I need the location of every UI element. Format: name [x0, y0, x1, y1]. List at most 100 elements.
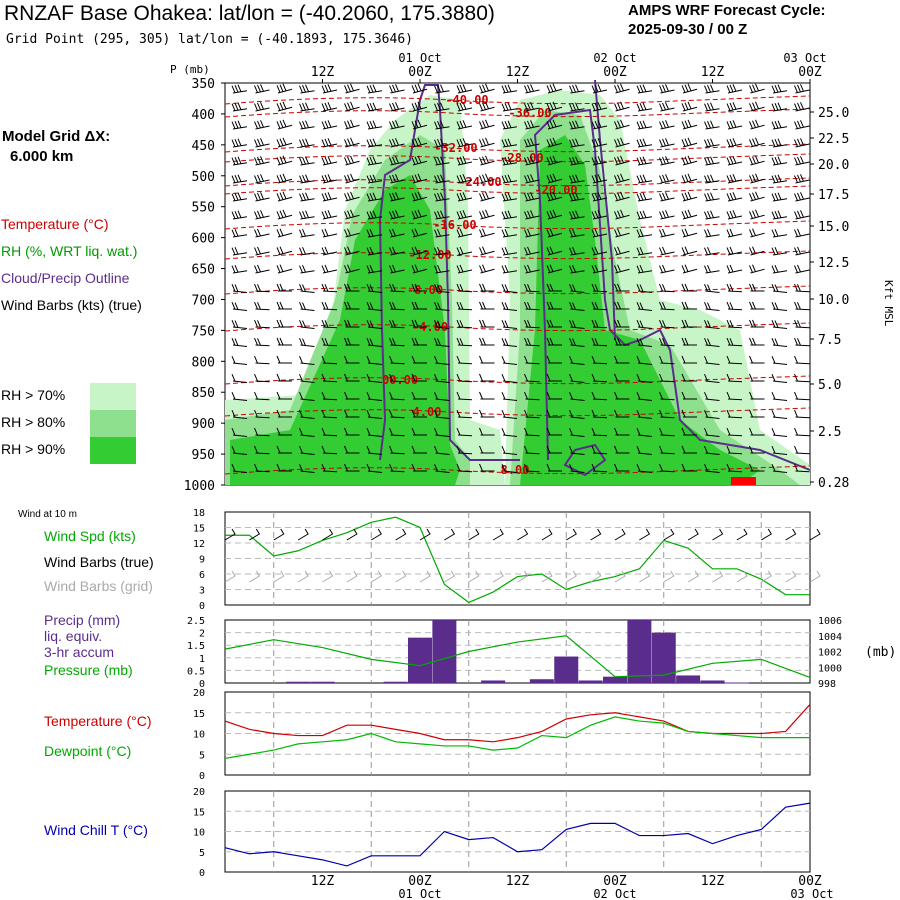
wind-barb: [299, 120, 315, 130]
wind-barb: [501, 138, 518, 148]
wind-barb: [389, 138, 405, 148]
wind-barb: [231, 228, 248, 238]
surface-grid-barb: [249, 570, 261, 583]
wind-barb: [524, 373, 540, 383]
wind-barb: [479, 101, 495, 112]
top-hour-label: 00Z: [408, 65, 432, 80]
wind-barb: [771, 320, 788, 329]
wind-ytick-label: 15: [193, 524, 205, 535]
surface-wind-barb: [249, 528, 261, 541]
wind-barb: [389, 427, 405, 437]
wind-barb: [389, 264, 405, 274]
wind-barb: [704, 392, 720, 401]
wind-barb: [254, 391, 270, 401]
wind-speed-label: Wind Spd (kts): [44, 528, 136, 544]
bottom-hour-label: 12Z: [311, 874, 335, 889]
wind-barb: [569, 264, 585, 274]
wind-barb: [299, 356, 315, 365]
wind-barb: [659, 301, 675, 311]
surface-grid-barb: [224, 570, 236, 583]
wind-barb: [794, 246, 810, 256]
surface-grid-barb: [639, 570, 651, 583]
wind-barb: [569, 284, 585, 293]
wind-barb: [276, 191, 293, 202]
wind-barb: [411, 209, 428, 220]
precip-ytick-label: 1: [199, 654, 205, 665]
wind-barb: [614, 301, 630, 310]
wind-barb: [726, 192, 743, 202]
wind-barb: [681, 173, 698, 184]
wind-barb: [524, 192, 540, 202]
wind-barb: [254, 427, 270, 437]
isotherm-line: [224, 153, 811, 163]
wind-barb: [299, 84, 315, 94]
wind-barb: [456, 84, 473, 94]
wind-barb: [681, 101, 698, 112]
wind-barb: [501, 464, 518, 473]
wind-barb: [794, 156, 810, 166]
wind-barb: [254, 355, 270, 365]
wind-barb: [591, 156, 608, 166]
pressure-tick-label: 650: [192, 263, 215, 278]
windchill-ytick-label: 10: [193, 828, 205, 839]
wind-barb: [479, 228, 495, 238]
wind-barb: [389, 445, 405, 455]
wind-barb: [524, 409, 540, 419]
wind-barb: [546, 209, 563, 220]
wind-barb: [636, 138, 653, 148]
wind-barb: [366, 392, 383, 401]
wind-barb: [569, 338, 585, 347]
wind-barb: [411, 228, 428, 238]
wind-barb: [591, 192, 608, 202]
isotherm-line: [224, 220, 811, 230]
wind-barb: [569, 410, 585, 419]
wind-barb: [591, 391, 608, 401]
wind-barb: [276, 228, 293, 238]
wind-barb: [344, 301, 360, 310]
isotherm-label: -32.00: [434, 141, 477, 155]
wind-barb: [434, 302, 450, 311]
wind-barb: [389, 228, 405, 238]
wind-barb: [749, 373, 765, 382]
wind-barb: [344, 155, 360, 166]
rh90-area: [520, 135, 760, 485]
temperature-ytick-label: 10: [193, 730, 205, 741]
wind-barb: [299, 210, 315, 220]
wind-barb: [659, 84, 675, 94]
wind-barb: [299, 446, 315, 455]
wind-barb: [321, 301, 338, 311]
wind-barb: [231, 264, 248, 274]
wind-barb: [456, 355, 473, 365]
wind-barb: [659, 373, 675, 383]
wind-barb: [794, 409, 810, 419]
wind-barb: [456, 427, 473, 437]
wind-barb: [344, 264, 360, 274]
wind-barb: [276, 101, 293, 112]
wind-barb: [321, 192, 338, 202]
wind-barb: [276, 209, 293, 220]
height-tick-label: 15.0: [818, 220, 849, 235]
wind-barb: [254, 301, 270, 311]
wind-barb: [591, 102, 608, 112]
wind-barb: [771, 84, 788, 94]
wind-barb: [366, 302, 383, 311]
wind-barb: [726, 391, 743, 401]
wind-barb: [794, 283, 810, 293]
wind-barb: [749, 264, 765, 274]
wind-barb: [659, 319, 675, 329]
wind-barb: [546, 264, 563, 274]
wind-barb: [681, 337, 697, 346]
isotherm-label: -36.00: [508, 106, 551, 120]
surface-wind-barb: [809, 528, 821, 541]
wind-barb: [254, 264, 270, 274]
wind-barb: [546, 228, 563, 238]
wind-barb: [479, 173, 495, 184]
top-hour-label: 12Z: [311, 65, 335, 80]
wind-barb: [636, 338, 653, 347]
wind-barb: [501, 320, 518, 329]
wind-barb: [704, 374, 720, 383]
wind-barb: [749, 246, 765, 256]
wind-barb: [681, 228, 698, 238]
wind-barb: [794, 84, 810, 94]
wind-barb: [276, 83, 293, 94]
